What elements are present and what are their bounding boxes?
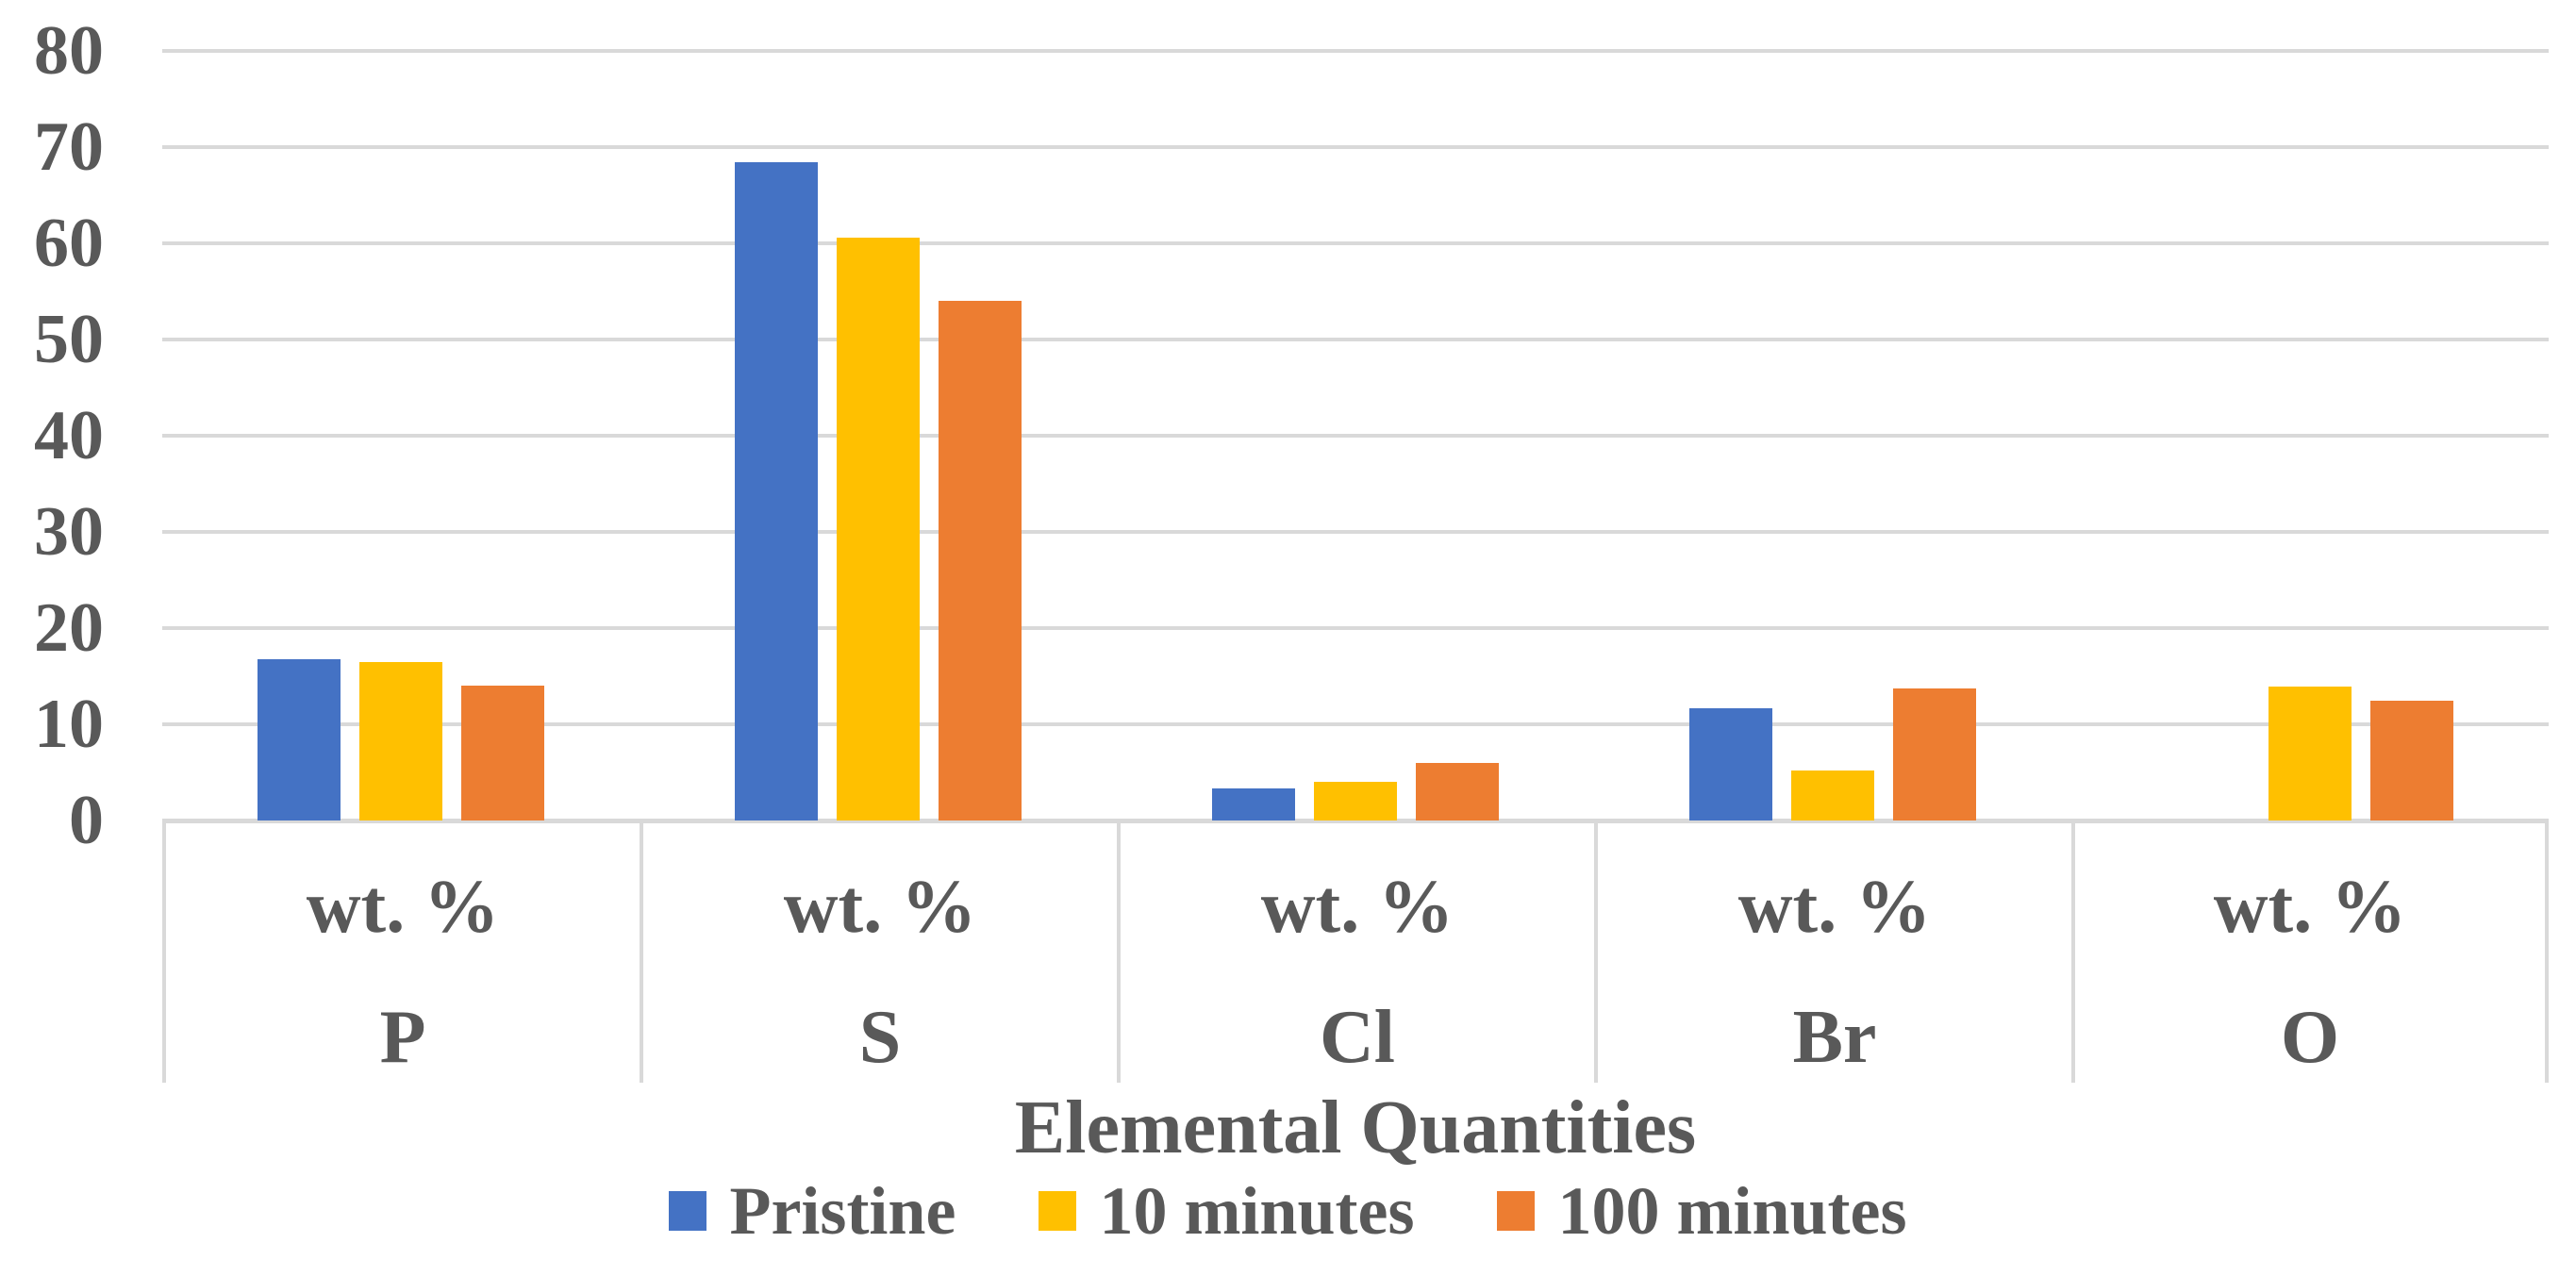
bar-100-minutes-br [1893,688,1976,820]
category-element-label-s: S [858,996,902,1079]
gridline-70 [162,145,2549,149]
bar-pristine-br [1689,707,1772,820]
bar-10-minutes-s [837,237,920,820]
gridline-60 [162,241,2549,245]
category-cell-s: wt. % S [640,820,1117,1083]
y-axis-tick-label-30: 30 [34,493,104,571]
legend-item-100-minutes: 100 minutes [1497,1173,1907,1249]
y-axis-tick-label-20: 20 [34,589,104,667]
category-unit-label: wt. % [2213,866,2407,949]
category-unit-label: wt. % [1260,866,1454,949]
y-axis-tick-label-0: 0 [69,782,104,859]
bar-pristine-p [258,658,341,820]
y-axis-tick-label-70: 70 [34,108,104,186]
y-axis-tick-label-60: 60 [34,205,104,282]
bar-pristine-cl [1212,788,1295,820]
category-cell-o: wt. % O [2071,820,2549,1083]
x-axis-title: Elemental Quantities [1014,1086,1697,1169]
bar-100-minutes-o [2370,700,2453,820]
bar-10-minutes-cl [1314,782,1397,820]
category-element-label-p: P [379,996,426,1079]
legend-swatch-pristine [669,1191,707,1231]
legend-label-10-minutes: 10 minutes [1099,1173,1415,1249]
bar-10-minutes-br [1791,770,1874,820]
y-axis-tick-label-10: 10 [34,686,104,763]
gridline-10 [162,722,2549,726]
gridline-30 [162,530,2549,534]
category-element-label-br: Br [1792,996,1877,1079]
legend-label-pristine: Pristine [729,1173,956,1249]
legend-item-10-minutes: 10 minutes [1039,1173,1414,1249]
category-cell-p: wt. % P [162,820,640,1083]
category-element-label-cl: Cl [1320,996,1395,1079]
category-cell-br: wt. % Br [1594,820,2071,1083]
y-axis-tick-label-40: 40 [34,397,104,474]
bar-100-minutes-p [461,686,544,820]
legend-item-pristine: Pristine [669,1173,956,1249]
gridline-40 [162,434,2549,438]
category-element-label-o: O [2280,996,2340,1079]
category-unit-label: wt. % [306,866,500,949]
bar-100-minutes-s [939,301,1022,820]
bar-10-minutes-o [2269,687,2352,820]
legend-label-100-minutes: 100 minutes [1557,1173,1907,1249]
bar-10-minutes-p [359,661,442,820]
gridline-20 [162,626,2549,630]
legend-swatch-10-minutes [1039,1191,1077,1231]
category-unit-label: wt. % [1737,866,1932,949]
bar-pristine-s [735,162,818,820]
gridline-50 [162,338,2549,341]
x-axis-line [162,819,2549,823]
bar-100-minutes-cl [1416,762,1499,820]
y-axis-tick-label-50: 50 [34,301,104,378]
legend: Pristine 10 minutes 100 minutes [0,1173,2576,1249]
gridline-80 [162,49,2549,53]
category-unit-label: wt. % [783,866,977,949]
legend-swatch-100-minutes [1497,1191,1536,1231]
category-cell-cl: wt. % Cl [1117,820,1594,1083]
y-axis-tick-label-80: 80 [34,12,104,90]
